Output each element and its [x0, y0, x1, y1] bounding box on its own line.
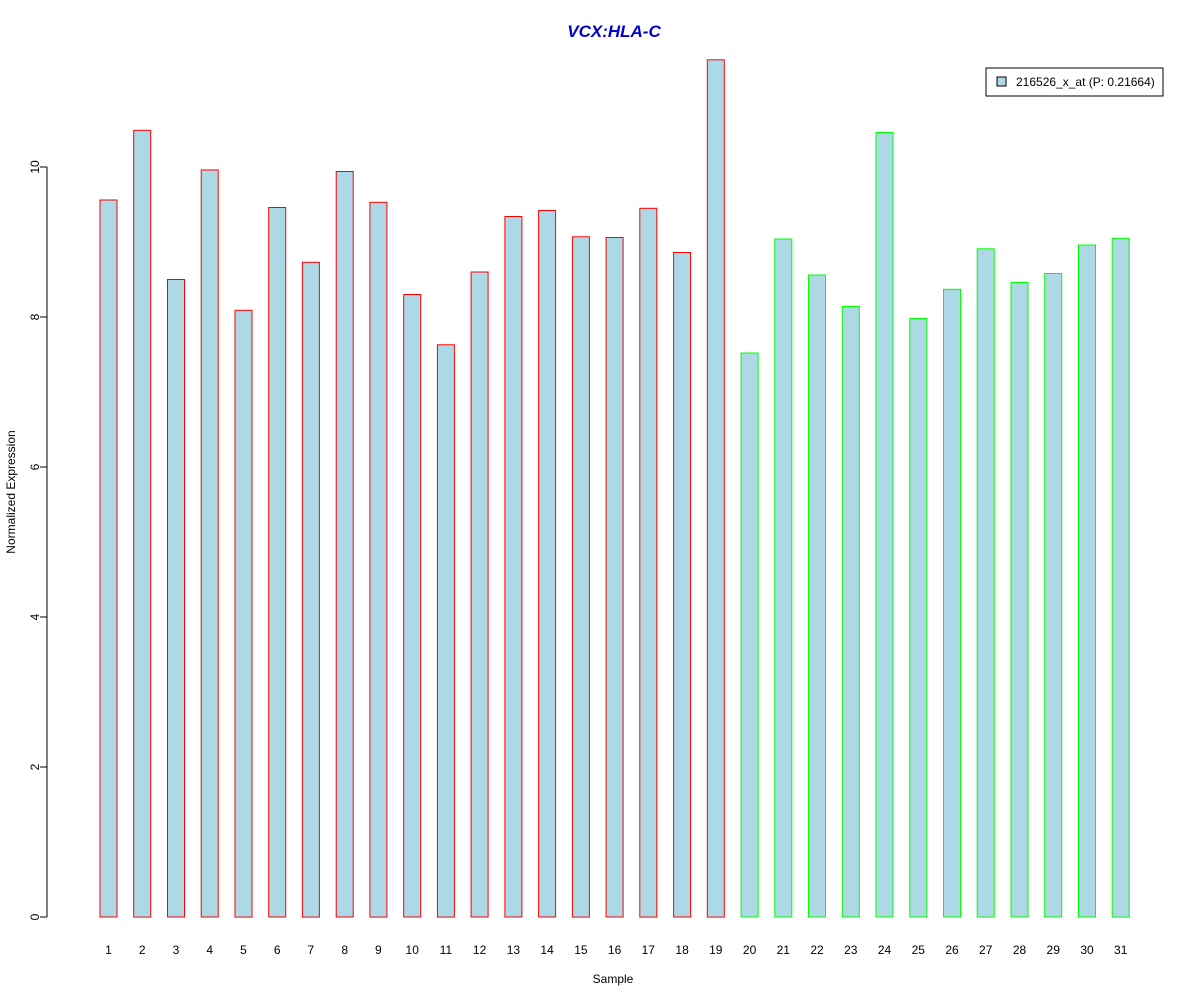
- bar-sample-21: [774, 238, 793, 918]
- x-tick-label: 31: [1114, 943, 1128, 957]
- bar-sample-22: [808, 274, 826, 918]
- y-tick-label: 0: [28, 913, 42, 920]
- x-tick-label: 23: [844, 943, 858, 957]
- bar-sample-28: [1010, 282, 1029, 918]
- y-tick-label: 8: [28, 313, 42, 320]
- bar-sample-10: [403, 294, 422, 918]
- x-tick-label: 11: [440, 943, 453, 957]
- bar-sample-2: [133, 129, 152, 918]
- bar-sample-19: [706, 59, 725, 918]
- x-tick-label: 18: [675, 943, 689, 957]
- bar-sample-7: [301, 261, 320, 918]
- y-tick-label: 10: [28, 160, 42, 174]
- x-tick-label: 5: [240, 943, 247, 957]
- x-tick-label: 17: [642, 943, 656, 957]
- x-tick-label: 22: [810, 943, 824, 957]
- legend-box: [985, 67, 1164, 97]
- bar-sample-18: [673, 252, 692, 918]
- bar-sample-13: [504, 216, 523, 918]
- x-tick-label: 24: [878, 943, 892, 957]
- bar-sample-27: [976, 248, 995, 918]
- x-tick-label: 2: [139, 943, 146, 957]
- bar-sample-3: [167, 279, 185, 918]
- bar-sample-23: [841, 306, 860, 918]
- bar-sample-14: [538, 210, 557, 918]
- x-tick-label: 20: [743, 943, 757, 957]
- x-tick-label: 25: [912, 943, 926, 957]
- y-tick-label: 2: [28, 763, 42, 770]
- x-tick-labels: 1 2 3 4 5 6 7 8 9 10 11 12 13 14 15 16 17 18 19 20 21 22 23 24 2…: [105, 943, 1128, 957]
- x-tick-label: 4: [206, 943, 213, 957]
- bar-sample-11: [436, 344, 455, 918]
- x-tick-label: 6: [274, 943, 281, 957]
- bar-sample-9: [369, 201, 388, 918]
- bar-sample-17: [639, 207, 658, 918]
- chart-title: VCX:HLA-C: [567, 22, 661, 41]
- legend: 216526_x_at (P: 0.21664): [985, 67, 1164, 97]
- bar-sample-25: [909, 318, 928, 918]
- bar-sample-26: [943, 288, 961, 918]
- x-axis-label: Sample: [593, 972, 634, 986]
- x-tick-label: 9: [375, 943, 382, 957]
- x-tick-label: 27: [979, 943, 993, 957]
- bar-sample-1: [99, 199, 118, 918]
- bars: [99, 59, 1130, 918]
- x-tick-label: 16: [608, 943, 622, 957]
- x-tick-label: 29: [1047, 943, 1061, 957]
- y-axis-label: Normalized Expression: [4, 430, 18, 553]
- bar-sample-20: [740, 352, 759, 918]
- x-tick-label: 19: [709, 943, 723, 957]
- bar-sample-6: [268, 207, 287, 918]
- y-axis: 0 2 4 6 8 10: [28, 160, 48, 920]
- bar-sample-24: [875, 132, 894, 918]
- bar-sample-5: [234, 309, 253, 918]
- x-tick-label: 8: [341, 943, 348, 957]
- y-tick-label: 4: [28, 613, 42, 620]
- bar-sample-31: [1111, 237, 1130, 918]
- x-tick-label: 21: [777, 943, 791, 957]
- bar-sample-12: [470, 271, 489, 918]
- bar-sample-16: [605, 237, 624, 918]
- bar-sample-8: [335, 171, 354, 918]
- x-tick-label: 14: [540, 943, 554, 957]
- bar-sample-4: [200, 169, 219, 918]
- bar-sample-29: [1044, 273, 1063, 918]
- y-tick-label: 6: [28, 463, 42, 470]
- x-tick-label: 10: [406, 943, 420, 957]
- bar-sample-15: [571, 236, 590, 918]
- x-tick-label: 7: [308, 943, 315, 957]
- x-tick-label: 30: [1080, 943, 1094, 957]
- x-tick-label: 26: [945, 943, 959, 957]
- x-tick-label: 1: [105, 943, 112, 957]
- legend-swatch: [996, 76, 1007, 87]
- legend-label: 216526_x_at (P: 0.21664): [1016, 75, 1155, 89]
- bar-sample-30: [1078, 244, 1096, 918]
- x-tick-label: 15: [574, 943, 588, 957]
- x-tick-label: 3: [173, 943, 180, 957]
- x-tick-label: 12: [473, 943, 487, 957]
- x-tick-label: 28: [1013, 943, 1027, 957]
- x-tick-label: 13: [507, 943, 521, 957]
